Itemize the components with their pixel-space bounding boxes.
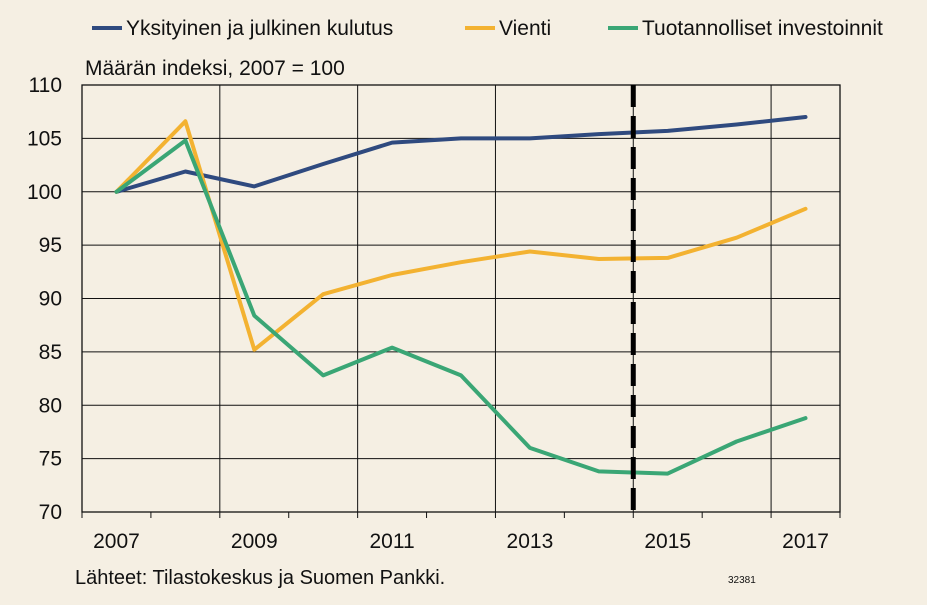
y-tick-label: 110 <box>29 74 62 97</box>
series-line-1 <box>114 115 808 194</box>
x-tick-label: 2009 <box>231 530 278 553</box>
legend-label: Yksityinen ja julkinen kulutus <box>126 17 393 40</box>
y-tick-label: 75 <box>39 448 62 471</box>
chart-subtitle: Määrän indeksi, 2007 = 100 <box>85 57 345 80</box>
y-tick-label: 105 <box>27 127 62 150</box>
x-axis: 2007 2009 2011 2013 2015 2017 <box>81 512 841 553</box>
y-tick-label: 90 <box>39 288 62 311</box>
legend-label: Vienti <box>499 17 551 40</box>
series-line-3 <box>114 138 808 476</box>
grid <box>81 84 841 513</box>
legend: Yksityinen ja julkinen kulutus Vienti Tuot… <box>92 17 883 40</box>
x-tick-label: 2007 <box>93 530 140 553</box>
x-tick-label: 2015 <box>644 530 691 553</box>
y-tick-label: 100 <box>27 181 62 204</box>
y-tick-label: 95 <box>39 234 62 257</box>
x-tick-label: 2011 <box>370 530 415 553</box>
y-tick-label: 70 <box>39 501 62 524</box>
source-note: Lähteet: Tilastokeskus ja Suomen Pankki. <box>75 567 445 589</box>
y-tick-label: 80 <box>39 394 62 417</box>
chart-code: 32381 <box>728 575 756 586</box>
legend-label: Tuotannolliset investoinnit <box>642 17 883 40</box>
y-axis: 70 75 80 85 90 95 100 105 110 <box>27 74 62 524</box>
x-tick-label: 2017 <box>782 530 829 553</box>
series-lines <box>114 115 808 476</box>
x-tick-label: 2013 <box>507 530 554 553</box>
y-tick-label: 85 <box>39 341 62 364</box>
series-line-2 <box>114 119 808 352</box>
